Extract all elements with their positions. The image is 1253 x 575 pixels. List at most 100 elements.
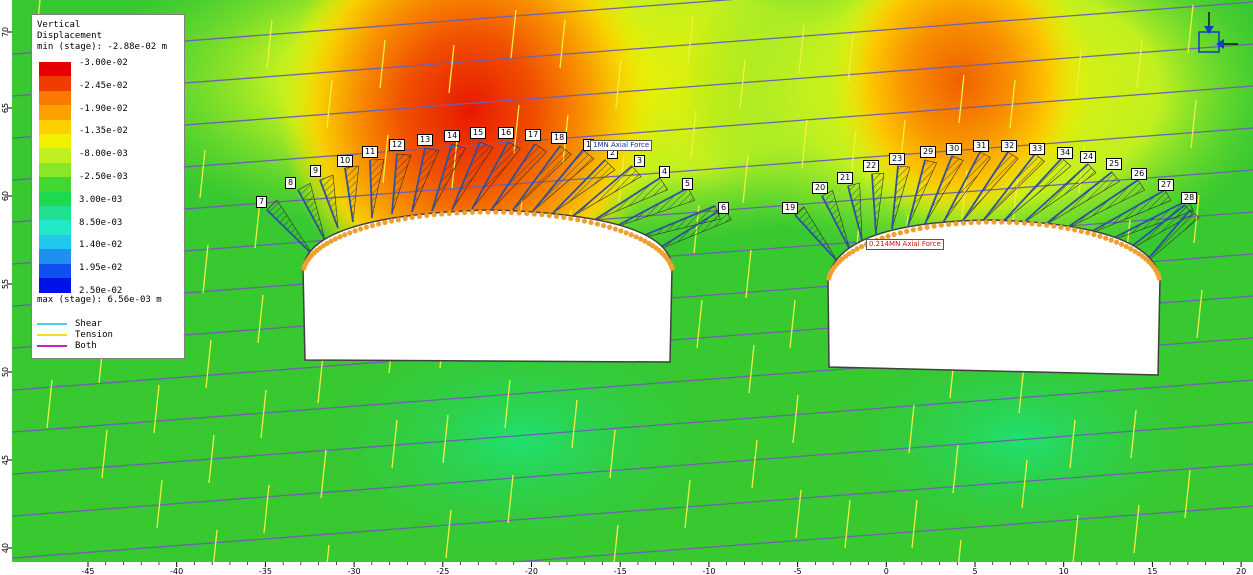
legend-title-line1: Vertical bbox=[37, 20, 81, 30]
legend-value: -1.35e-02 bbox=[79, 126, 128, 137]
bolt-label-27[interactable]: 27 bbox=[1158, 179, 1175, 191]
joint-line bbox=[0, 463, 1253, 560]
liner-element bbox=[924, 224, 930, 230]
bolt-label-14[interactable]: 14 bbox=[444, 130, 461, 142]
bolt-label-21[interactable]: 21 bbox=[837, 172, 854, 184]
bolt-label-28[interactable]: 28 bbox=[1181, 192, 1198, 204]
yield-marker bbox=[156, 479, 163, 529]
yield-marker bbox=[1072, 514, 1079, 564]
bolt-label-25[interactable]: 25 bbox=[1106, 158, 1123, 170]
bolt-label-17[interactable]: 17 bbox=[525, 129, 542, 141]
bolt-label-10[interactable]: 10 bbox=[337, 155, 354, 167]
bolt-label-8[interactable]: 8 bbox=[285, 177, 297, 189]
rock-bolts bbox=[266, 141, 1200, 267]
axial-force-label-right: 0.214MN Axial Force bbox=[866, 239, 944, 250]
y-axis-bar bbox=[0, 0, 12, 575]
bolt-label-31[interactable]: 31 bbox=[973, 140, 990, 152]
yield-marker bbox=[1133, 504, 1140, 554]
y-tick-label: 70 bbox=[1, 27, 10, 37]
yield-marker bbox=[615, 59, 622, 109]
bolt-label-29[interactable]: 29 bbox=[920, 146, 937, 158]
liner-element bbox=[1014, 219, 1020, 226]
liner-element bbox=[462, 209, 468, 216]
bolt-label-6[interactable]: 6 bbox=[718, 202, 730, 214]
yield-marker bbox=[745, 249, 752, 299]
rock-bolt bbox=[794, 214, 839, 263]
bolt-label-9[interactable]: 9 bbox=[310, 165, 322, 177]
legend-key-tension: Tension bbox=[37, 330, 113, 340]
x-tick-label: -15 bbox=[614, 567, 627, 575]
liner-element bbox=[332, 236, 338, 242]
yield-marker bbox=[1069, 419, 1076, 469]
x-tick-label: 15 bbox=[1147, 567, 1157, 575]
bolt-label-15[interactable]: 15 bbox=[470, 127, 487, 139]
y-tick-label: 65 bbox=[1, 103, 10, 113]
bolt-label-5[interactable]: 5 bbox=[682, 178, 694, 190]
yield-marker bbox=[101, 429, 108, 479]
liner-element bbox=[885, 233, 891, 239]
bolt-label-20[interactable]: 20 bbox=[812, 182, 829, 194]
rock-bolt bbox=[1061, 179, 1139, 232]
liner-element bbox=[628, 232, 634, 238]
liner-element bbox=[612, 226, 618, 232]
legend-value: 3.00e-03 bbox=[79, 194, 123, 205]
legend-swatch bbox=[39, 278, 71, 293]
bolt-label-16[interactable]: 16 bbox=[498, 127, 515, 139]
legend-swatch bbox=[39, 162, 71, 178]
x-tick-label: 10 bbox=[1059, 567, 1069, 575]
legend-value: 1.40e-02 bbox=[79, 240, 123, 251]
legend-swatch bbox=[39, 134, 71, 149]
rock-bolt bbox=[871, 173, 877, 235]
bolt-label-22[interactable]: 22 bbox=[863, 160, 880, 172]
bolt-label-11[interactable]: 11 bbox=[362, 146, 379, 158]
yield-marker bbox=[317, 354, 324, 404]
bolt-label-3[interactable]: 3 bbox=[634, 155, 646, 167]
liner-element bbox=[516, 210, 522, 216]
liner-element bbox=[531, 211, 537, 217]
yield-marker bbox=[1009, 79, 1016, 129]
bolt-label-26[interactable]: 26 bbox=[1131, 168, 1148, 180]
bolt-label-19[interactable]: 19 bbox=[782, 202, 799, 214]
yield-marker bbox=[391, 419, 398, 469]
legend-panel: Vertical Displacement min (stage): -2.88… bbox=[31, 14, 185, 359]
yield-marker bbox=[320, 449, 327, 499]
bolt-label-18[interactable]: 18 bbox=[551, 132, 568, 144]
yield-marker bbox=[850, 129, 857, 179]
yield-marker bbox=[504, 379, 511, 429]
yield-marker bbox=[795, 489, 802, 539]
yield-marker bbox=[260, 389, 267, 439]
bolt-label-33[interactable]: 33 bbox=[1029, 143, 1046, 155]
liner-element bbox=[320, 243, 326, 249]
bolt-label-24[interactable]: 24 bbox=[1080, 151, 1097, 163]
liner-element bbox=[983, 219, 989, 225]
liner-element bbox=[891, 231, 897, 238]
liner-element bbox=[646, 240, 652, 247]
bolt-label-12[interactable]: 12 bbox=[389, 139, 406, 151]
bolt-label-32[interactable]: 32 bbox=[1001, 140, 1018, 152]
yield-marker bbox=[1190, 99, 1197, 149]
yield-marker bbox=[1136, 39, 1143, 89]
bolt-label-30[interactable]: 30 bbox=[946, 143, 963, 155]
x-axis-bar bbox=[0, 562, 1253, 575]
yield-marker bbox=[1075, 49, 1082, 99]
bolt-label-23[interactable]: 23 bbox=[889, 153, 906, 165]
bolt-label-7[interactable]: 7 bbox=[256, 196, 268, 208]
y-tick-label: 55 bbox=[1, 279, 10, 289]
rock-bolt bbox=[344, 167, 354, 223]
legend-value: -1.90e-02 bbox=[79, 103, 128, 114]
legend-value: 1.95e-02 bbox=[79, 263, 123, 274]
rock-bolt bbox=[297, 189, 326, 241]
liner-element bbox=[352, 228, 358, 234]
liner-element bbox=[395, 217, 401, 223]
rock-bolt bbox=[512, 145, 561, 211]
bolt-label-4[interactable]: 4 bbox=[659, 166, 671, 178]
bolt-label-13[interactable]: 13 bbox=[417, 134, 434, 146]
bolt-label-34[interactable]: 34 bbox=[1057, 147, 1074, 159]
y-tick-label: 40 bbox=[1, 543, 10, 553]
yield-marker bbox=[46, 379, 53, 429]
view-orientation-icon[interactable] bbox=[1194, 10, 1239, 58]
liner-element bbox=[946, 221, 952, 227]
yield-marker bbox=[958, 74, 965, 124]
